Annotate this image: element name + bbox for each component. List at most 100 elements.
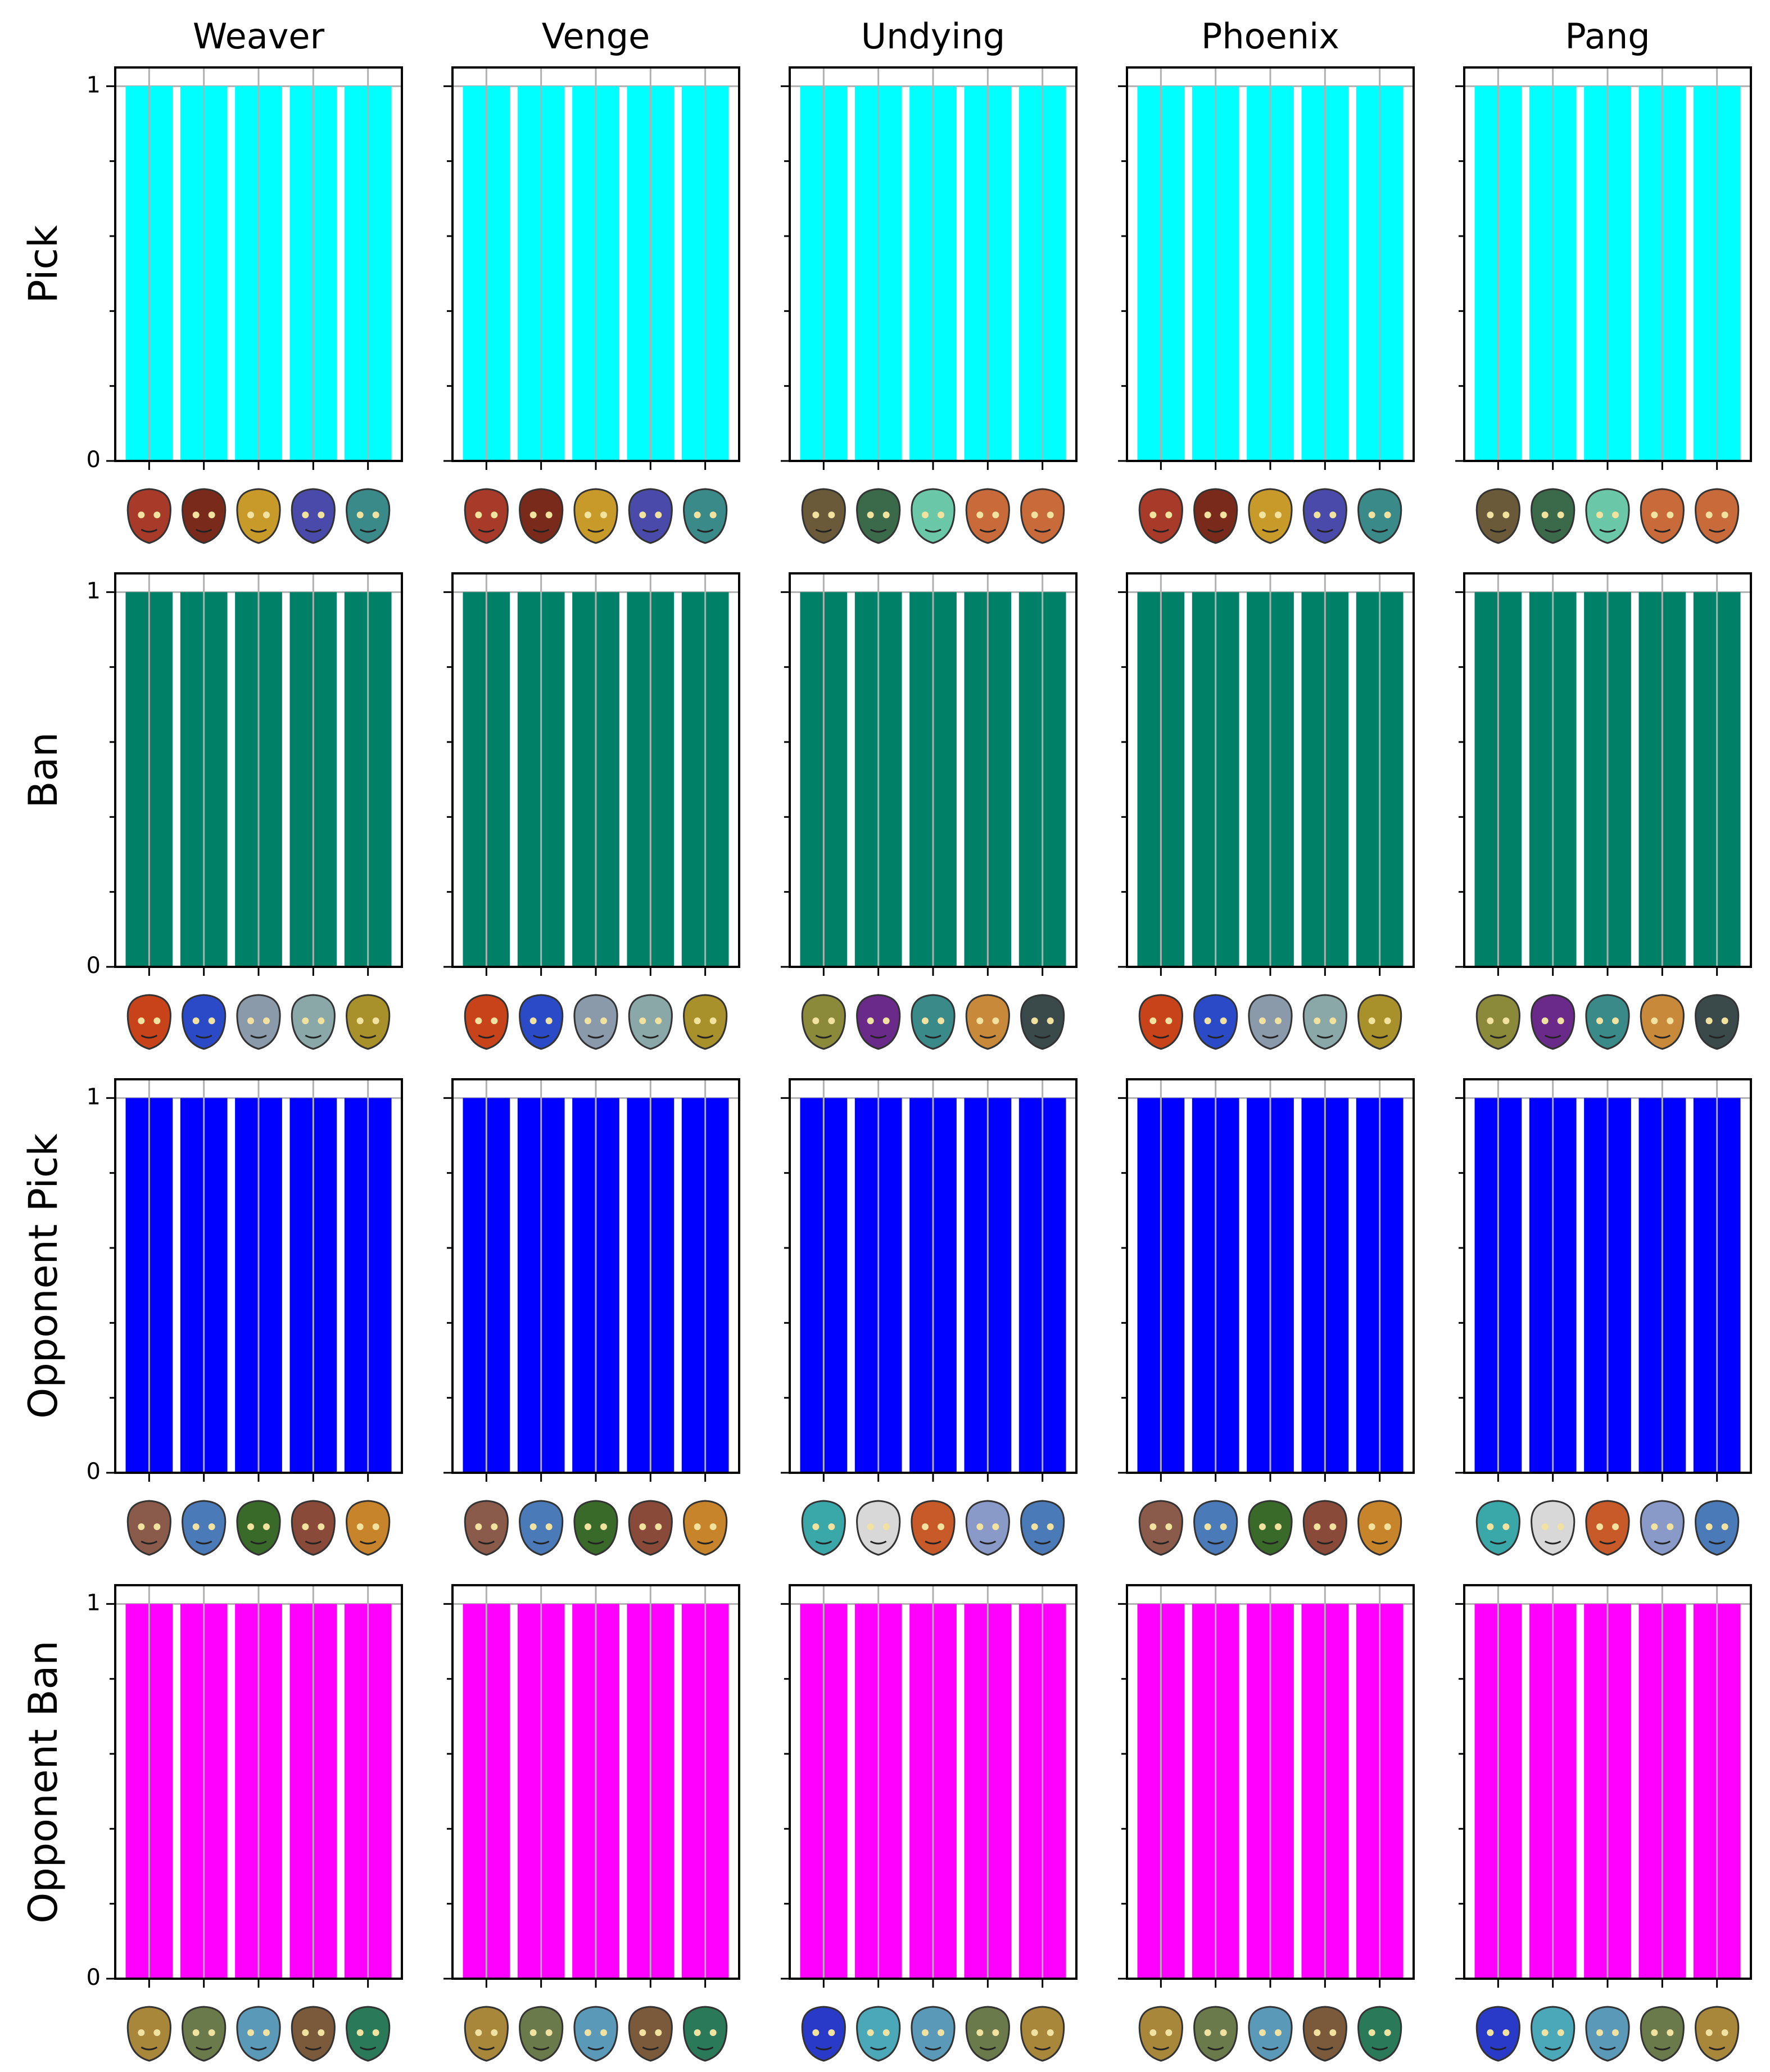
hero-icon-eye [1204, 1017, 1211, 1024]
hero-icon-mouth [305, 1034, 322, 1039]
hero-icon [1193, 1500, 1238, 1556]
hero-icon-mouth [478, 528, 495, 533]
hero-icon [346, 2006, 391, 2062]
hero-icon-eye [1384, 512, 1391, 518]
hero-icon-eye [1275, 1017, 1282, 1024]
hero-icon-face [573, 1500, 618, 1556]
hero-icon-face [1640, 2006, 1685, 2062]
hero-icon-face [965, 2006, 1010, 2062]
hero-icon-eye [1314, 512, 1321, 518]
hero-icon-eye [1329, 1017, 1337, 1024]
hero-icon-face [683, 994, 728, 1050]
panel-opponent-pick-undying [781, 1078, 1078, 1556]
hero-icon [236, 488, 281, 544]
hero-icon-eye [1047, 1523, 1054, 1530]
hero-icon-mouth [587, 2046, 604, 2051]
hero-icon [1695, 488, 1740, 544]
hero-icon-face [1020, 2006, 1065, 2062]
panel-opponent-pick-weaver: 01 [87, 1078, 403, 1556]
hero-icon-eye [694, 512, 701, 518]
hero-icon-face [291, 488, 336, 544]
hero-icon-face [911, 2006, 956, 2062]
hero-icon-face [346, 1500, 391, 1556]
hero-icon-eye [867, 1017, 874, 1024]
hero-icon-mouth [1371, 1034, 1388, 1039]
hero-icon-face [911, 994, 956, 1050]
hero-icon-eye [208, 512, 215, 518]
hero-icon-eye [1031, 1017, 1038, 1024]
hero-icon-eye [1612, 512, 1619, 518]
hero-icon [1193, 994, 1238, 1050]
hero-icon-eye [655, 1017, 662, 1024]
hero-icon-eye [1705, 1017, 1713, 1024]
hero-icon-mouth [478, 1540, 495, 1545]
y-tick-label: 0 [87, 1965, 101, 1990]
hero-icon [573, 488, 618, 544]
hero-icon-mouth [979, 528, 997, 533]
hero-icon-face [236, 2006, 281, 2062]
hero-icon-mouth [195, 1540, 212, 1545]
hero-icon-eye [938, 1523, 944, 1530]
hero-icon-mouth [532, 2046, 550, 2051]
hero-icon-eye [1259, 512, 1266, 518]
hero-icon-mouth [1708, 1540, 1726, 1545]
hero-icon-eye [1651, 1017, 1658, 1024]
hero-icon-face [346, 488, 391, 544]
hero-icon [683, 1500, 728, 1556]
hero-icon [911, 2006, 956, 2062]
hero-icon-face [1138, 488, 1183, 544]
y-tick-label: 0 [87, 1459, 101, 1485]
hero-icon-eye [655, 2029, 662, 2036]
column-title-weaver: Weaver [193, 16, 325, 57]
hero-icon-eye [302, 1523, 309, 1530]
hero-icon-mouth [305, 1540, 322, 1545]
hero-icon [519, 2006, 564, 2062]
hero-icon-eye [1259, 2029, 1266, 2036]
hero-icon [236, 1500, 281, 1556]
hero-icon-face [182, 488, 227, 544]
hero-icon-eye [1384, 2029, 1391, 2036]
hero-icon-mouth [1654, 1540, 1671, 1545]
hero-icon-eye [976, 1017, 984, 1024]
hero-icon-mouth [870, 1540, 887, 1545]
hero-icon-eye [356, 2029, 364, 2036]
hero-icon-eye [1502, 1523, 1510, 1530]
hero-icon [965, 2006, 1010, 2062]
hero-icon-eye [1721, 1523, 1728, 1530]
hero-icon-mouth [1371, 528, 1388, 533]
hero-icon [801, 994, 846, 1050]
hero-icon [464, 994, 509, 1050]
hero-icon-eye [475, 1523, 482, 1530]
hero-icon-eye [247, 1523, 254, 1530]
hero-icon-eye [263, 1523, 270, 1530]
hero-icon-face [464, 488, 509, 544]
hero-icon-face [1695, 488, 1740, 544]
hero-icon-eye [138, 2029, 145, 2036]
hero-icon-eye [545, 2029, 553, 2036]
hero-icon-eye [475, 1017, 482, 1024]
hero-icon [1531, 1500, 1576, 1556]
hero-icon-eye [694, 2029, 701, 2036]
hero-icon [911, 994, 956, 1050]
hero-icon [628, 2006, 673, 2062]
hero-icon-face [1695, 1500, 1740, 1556]
hero-icon-face [1138, 1500, 1183, 1556]
hero-icon [126, 2006, 171, 2062]
hero-icon-face [1475, 488, 1520, 544]
hero-icon-mouth [532, 1034, 550, 1039]
y-tick-label: 0 [87, 953, 101, 979]
hero-icon-mouth [1207, 1540, 1224, 1545]
hero-icon-mouth [1599, 1540, 1616, 1545]
hero-icon [573, 2006, 618, 2062]
hero-icon-face [1302, 488, 1347, 544]
hero-icon-face [1585, 2006, 1630, 2062]
hero-icon [1585, 488, 1630, 544]
y-tick-label: 0 [87, 447, 101, 473]
hero-icon-eye [882, 512, 890, 518]
hero-icon [1585, 2006, 1630, 2062]
hero-icon-eye [356, 1017, 364, 1024]
hero-icon [1302, 2006, 1347, 2062]
hero-icon-eye [247, 512, 254, 518]
hero-icon [126, 488, 171, 544]
